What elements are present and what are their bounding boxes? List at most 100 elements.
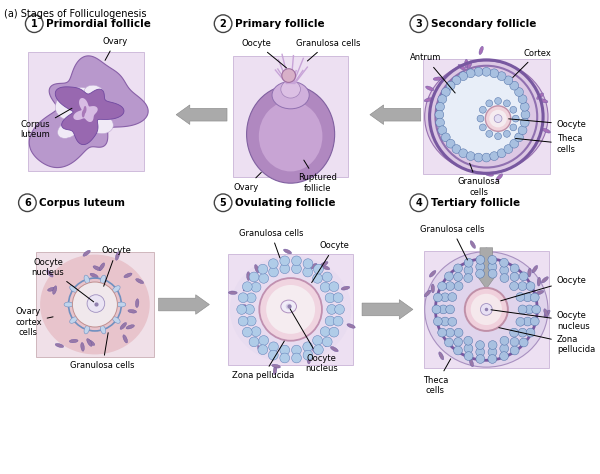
Text: Granulosa cells: Granulosa cells: [70, 333, 135, 370]
Circle shape: [474, 153, 483, 162]
FancyBboxPatch shape: [228, 254, 353, 365]
Ellipse shape: [542, 128, 550, 133]
Ellipse shape: [115, 252, 119, 260]
Circle shape: [314, 345, 323, 355]
Circle shape: [433, 317, 442, 326]
Ellipse shape: [425, 252, 548, 367]
Ellipse shape: [259, 101, 322, 172]
Circle shape: [459, 72, 467, 81]
Circle shape: [245, 304, 254, 314]
Circle shape: [466, 152, 475, 161]
Ellipse shape: [429, 271, 436, 277]
Circle shape: [510, 273, 519, 281]
Ellipse shape: [136, 279, 143, 283]
Circle shape: [488, 263, 497, 271]
Circle shape: [320, 283, 330, 292]
Ellipse shape: [537, 277, 541, 286]
Circle shape: [465, 288, 508, 331]
Text: Zona pellucida: Zona pellucida: [232, 341, 295, 381]
Ellipse shape: [272, 82, 309, 109]
Ellipse shape: [433, 77, 442, 81]
Ellipse shape: [325, 338, 328, 346]
Circle shape: [246, 316, 256, 326]
Ellipse shape: [70, 317, 77, 323]
Circle shape: [464, 337, 473, 345]
Circle shape: [510, 124, 517, 131]
Circle shape: [454, 282, 463, 291]
Circle shape: [438, 282, 446, 291]
Ellipse shape: [425, 61, 548, 173]
Circle shape: [488, 269, 497, 278]
Circle shape: [519, 338, 528, 347]
Ellipse shape: [431, 284, 434, 293]
Ellipse shape: [331, 346, 338, 352]
Circle shape: [515, 88, 523, 96]
Circle shape: [512, 115, 519, 122]
Circle shape: [19, 194, 36, 211]
Circle shape: [466, 69, 475, 78]
Circle shape: [446, 81, 455, 90]
Circle shape: [438, 328, 446, 337]
Ellipse shape: [81, 343, 85, 351]
Circle shape: [282, 69, 296, 82]
Circle shape: [474, 67, 483, 76]
Ellipse shape: [528, 268, 531, 277]
Text: 4: 4: [415, 198, 422, 208]
Ellipse shape: [70, 286, 77, 292]
Circle shape: [454, 328, 463, 337]
Ellipse shape: [496, 174, 503, 181]
Circle shape: [242, 282, 252, 292]
Circle shape: [452, 76, 461, 85]
Text: Oocyte: Oocyte: [501, 275, 587, 301]
Circle shape: [494, 98, 502, 104]
Circle shape: [249, 337, 259, 347]
Circle shape: [476, 355, 485, 364]
Circle shape: [516, 292, 525, 301]
Text: 3: 3: [415, 18, 422, 29]
Circle shape: [454, 337, 463, 346]
Circle shape: [448, 318, 457, 326]
FancyBboxPatch shape: [233, 56, 349, 177]
Ellipse shape: [120, 322, 127, 329]
Text: Primordial follicle: Primordial follicle: [46, 18, 151, 29]
Circle shape: [237, 304, 247, 314]
Text: Oocyte: Oocyte: [509, 119, 587, 129]
Circle shape: [266, 285, 315, 334]
Ellipse shape: [257, 346, 262, 354]
Ellipse shape: [247, 85, 335, 183]
Circle shape: [313, 273, 322, 283]
Text: Oocyte
nucleus: Oocyte nucleus: [290, 309, 338, 373]
Circle shape: [526, 282, 535, 291]
Circle shape: [87, 295, 105, 312]
Circle shape: [329, 327, 339, 337]
Ellipse shape: [273, 366, 277, 375]
Ellipse shape: [310, 264, 317, 269]
Ellipse shape: [87, 338, 92, 346]
Ellipse shape: [112, 317, 120, 323]
Ellipse shape: [86, 113, 113, 134]
Circle shape: [518, 282, 527, 291]
Circle shape: [500, 337, 509, 345]
Ellipse shape: [123, 335, 128, 343]
Ellipse shape: [229, 291, 237, 294]
Circle shape: [464, 273, 473, 283]
Text: Granulosa
cells: Granulosa cells: [457, 163, 500, 197]
Circle shape: [476, 263, 485, 271]
Circle shape: [488, 347, 497, 356]
Ellipse shape: [544, 309, 548, 317]
Circle shape: [445, 272, 454, 281]
FancyArrow shape: [362, 300, 413, 319]
Text: Oocyte: Oocyte: [101, 246, 131, 286]
Circle shape: [438, 95, 446, 103]
Circle shape: [313, 336, 322, 346]
Circle shape: [454, 264, 463, 273]
Circle shape: [482, 67, 491, 76]
Circle shape: [322, 272, 332, 282]
Ellipse shape: [64, 302, 73, 307]
Circle shape: [327, 304, 337, 314]
Ellipse shape: [230, 255, 351, 363]
Ellipse shape: [541, 277, 548, 283]
Circle shape: [446, 305, 455, 314]
Ellipse shape: [469, 358, 473, 367]
Circle shape: [525, 305, 534, 314]
